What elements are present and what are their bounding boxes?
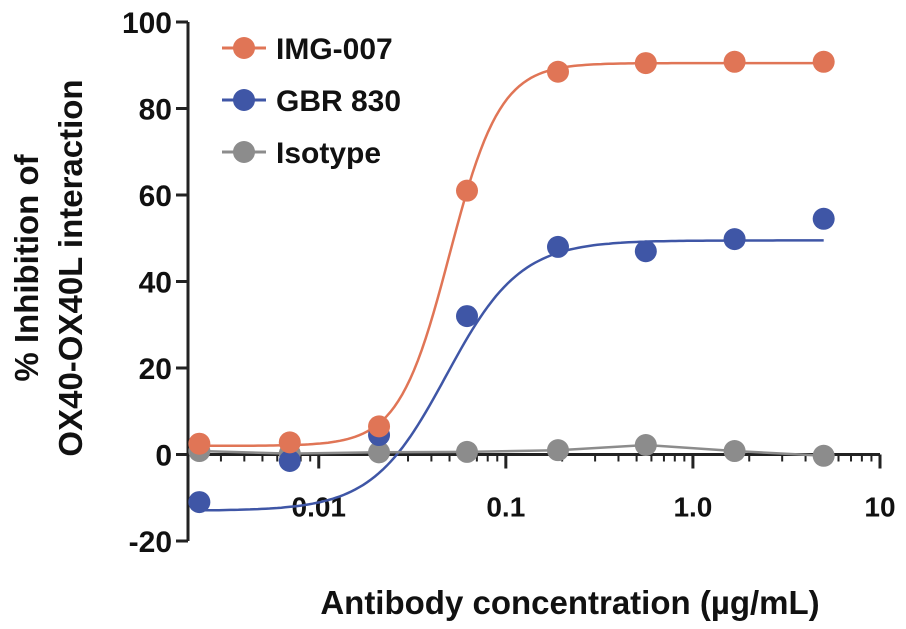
point-img-007 [546, 60, 569, 83]
x-tick-label: 1.0 [673, 492, 712, 523]
point-img-007 [456, 179, 479, 202]
y-tick-label: 60 [139, 180, 172, 213]
point-gbr-830 [456, 305, 479, 328]
point-gbr-830 [812, 207, 835, 230]
curve-isotype [199, 443, 824, 458]
point-gbr-830 [723, 228, 746, 251]
point-img-007 [278, 431, 301, 454]
legend-marker-img-007 [233, 37, 255, 59]
y-tick-label: 20 [139, 353, 172, 386]
point-isotype [456, 440, 479, 463]
y-axis-title-line1: % Inhibition of [8, 153, 45, 381]
x-tick-label: 0.1 [486, 492, 525, 523]
point-isotype [634, 433, 657, 456]
point-gbr-830 [188, 491, 211, 514]
y-tick-label: 80 [139, 94, 172, 127]
legend-marker-gbr-830 [233, 89, 255, 111]
point-isotype [812, 444, 835, 467]
y-axis-title-line2: OX40-OX40L interaction [52, 79, 89, 456]
legend-marker-isotype [233, 141, 255, 163]
fit-curves [199, 61, 824, 512]
y-tick-label: -20 [129, 526, 172, 559]
point-img-007 [723, 50, 746, 73]
legend-label-isotype: Isotype [276, 137, 381, 170]
point-img-007 [634, 52, 657, 75]
y-tick-label: 40 [139, 267, 172, 300]
point-gbr-830 [546, 235, 569, 258]
point-img-007 [188, 432, 211, 455]
point-isotype [723, 440, 746, 463]
legend: IMG-007 GBR 830 Isotype [222, 33, 401, 170]
curve-gbr-830 [199, 239, 824, 512]
curve-img-007 [199, 61, 824, 448]
point-gbr-830 [278, 449, 301, 472]
x-tick-label: 10 [864, 492, 895, 523]
point-img-007 [368, 415, 391, 438]
x-axis-title: Antibody concentration (µg/mL) [320, 584, 819, 621]
point-isotype [368, 441, 391, 464]
point-isotype [546, 439, 569, 462]
point-gbr-830 [634, 240, 657, 263]
legend-label-gbr-830: GBR 830 [276, 85, 401, 118]
point-img-007 [812, 50, 835, 73]
y-tick-label: 100 [122, 7, 172, 40]
legend-label-img-007: IMG-007 [276, 33, 393, 66]
data-points [188, 50, 835, 514]
y-tick-label: 0 [155, 440, 172, 473]
